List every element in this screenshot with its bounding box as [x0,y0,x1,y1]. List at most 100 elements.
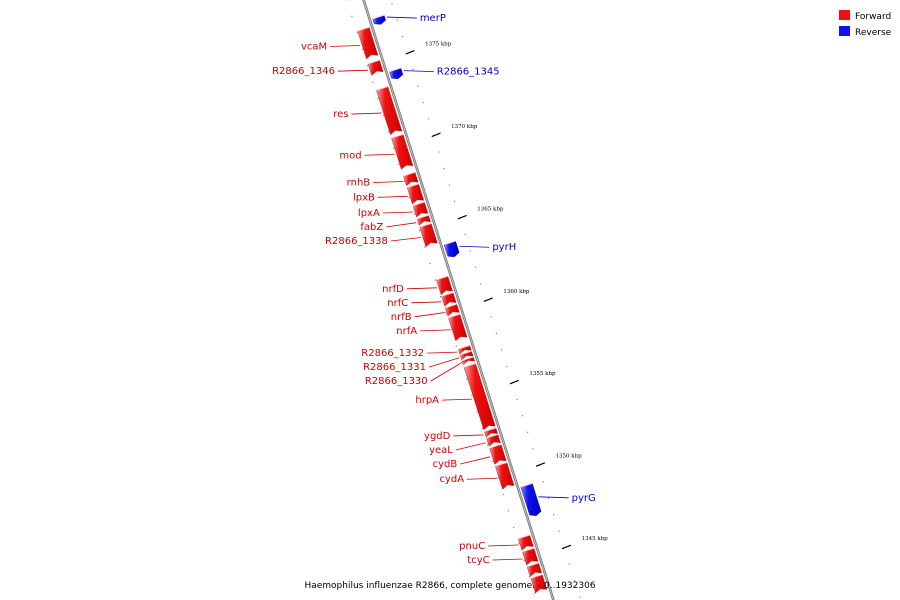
minor-tick [429,262,431,265]
gene-block-pyrG[interactable] [520,483,542,516]
minor-tick [542,481,544,483]
minor-tick [455,345,457,347]
gene-label-rnhB[interactable]: rnhB [347,177,371,188]
gene-label-cydA[interactable]: cydA [439,474,464,485]
gene-label-vcaM[interactable]: vcaM [301,41,327,52]
minor-tick [460,361,463,364]
minor-tick [558,530,560,532]
gene-label-fabZ[interactable]: fabZ [360,222,383,233]
gene-label-nrfA[interactable]: nrfA [396,326,417,337]
gene-leader-line [373,181,404,183]
minor-tick [547,497,550,499]
gene-block-unnamed[interactable] [526,562,542,577]
gene-edge [357,26,370,32]
gene-leader-line [403,70,434,73]
gene-block-hrpA[interactable] [463,363,496,431]
minor-tick [387,131,390,133]
gene-edge [403,171,416,177]
gene-edge [495,461,507,467]
gene-edge [486,433,499,439]
gene-label-lpxB[interactable]: lpxB [353,192,375,203]
minor-tick [471,394,473,397]
gene-leader-line [420,329,451,332]
minor-tick [443,167,445,170]
gene-label-nrfD[interactable]: nrfD [382,284,404,295]
gene-label-R2866_1346[interactable]: R2866_1346 [272,66,335,77]
minor-tick [439,295,442,298]
minor-tick [479,283,482,285]
tick-label: 1360 kbp [503,289,530,295]
gene-label-merP[interactable]: merP [420,13,446,24]
gene-edge [520,482,533,488]
minor-tick [474,266,477,269]
minor-tick [438,151,440,153]
gene-block-lpxA[interactable] [412,201,429,218]
minor-tick [521,415,524,417]
major-tick [483,297,493,302]
minor-tick [445,312,447,314]
gene-label-res[interactable]: res [333,109,348,120]
gene-label-mod[interactable]: mod [339,150,361,161]
minor-tick [512,526,515,529]
gene-block-nrfC[interactable] [441,292,457,307]
gene-leader-line [455,442,486,451]
minor-tick [476,411,478,413]
gene-leader-line [538,496,569,499]
gene-edge [419,222,432,228]
gene-label-R2866_1331[interactable]: R2866_1331 [363,362,426,373]
minor-tick [533,592,536,595]
minor-tick [573,579,576,582]
minor-tick [372,81,374,83]
minor-tick [392,147,395,149]
gene-block-R2866_1346[interactable] [367,59,384,76]
minor-tick [528,576,531,578]
gene-label-pyrH[interactable]: pyrH [492,242,516,253]
minor-tick [417,85,419,87]
gene-block-mod[interactable] [391,134,414,170]
gene-label-R2866_1338[interactable]: R2866_1338 [325,236,388,247]
legend-forward-swatch [839,10,850,20]
minor-tick [516,398,518,401]
minor-tick [450,328,452,331]
major-tick [535,462,546,467]
gene-block-rnhB[interactable] [403,172,419,187]
gene-leader-line [386,16,417,19]
genome-caption: Haemophilus influenzae R2866, complete g… [304,581,595,591]
minor-tick [466,378,468,380]
minor-tick [568,563,571,565]
minor-tick [495,332,498,335]
minor-tick [419,229,421,232]
gene-edge [407,183,419,188]
gene-label-pyrG[interactable]: pyrG [572,493,596,504]
gene-leader-line [377,195,408,198]
gene-leader-line [428,357,460,368]
minor-tick [532,448,534,450]
gene-label-R2866_1330[interactable]: R2866_1330 [365,376,428,387]
minor-tick [464,233,466,236]
gene-leader-line [337,69,368,72]
gene-label-hrpA[interactable]: hrpA [415,395,439,406]
gene-label-pnuC[interactable]: pnuC [459,541,485,552]
gene-label-nrfB[interactable]: nrfB [391,312,412,323]
legend-forward-label: Forward [855,12,891,22]
gene-label-R2866_1332[interactable]: R2866_1332 [361,348,424,359]
gene-label-nrfC[interactable]: nrfC [387,298,408,309]
gene-label-lpxA[interactable]: lpxA [358,208,380,219]
minor-tick [422,101,425,104]
minor-tick [361,48,364,50]
minor-tick [497,477,499,479]
legend-reverse-label: Reverse [855,28,892,38]
gene-label-R2866_1345[interactable]: R2866_1345 [437,67,500,78]
gene-leader-line [460,456,491,465]
gene-label-ygdD[interactable]: ygdD [424,431,451,442]
gene-label-cydB[interactable]: cydB [433,459,458,470]
gene-label-yeaL[interactable]: yeaL [429,445,453,456]
minor-tick [413,213,416,215]
gene-edge [367,59,380,65]
gene-label-tcyC[interactable]: tcyC [467,555,489,566]
gene-block-pnuC[interactable] [518,534,534,551]
minor-tick [403,180,405,182]
tick-label: 1365 kbp [477,206,504,212]
minor-tick [507,510,510,512]
